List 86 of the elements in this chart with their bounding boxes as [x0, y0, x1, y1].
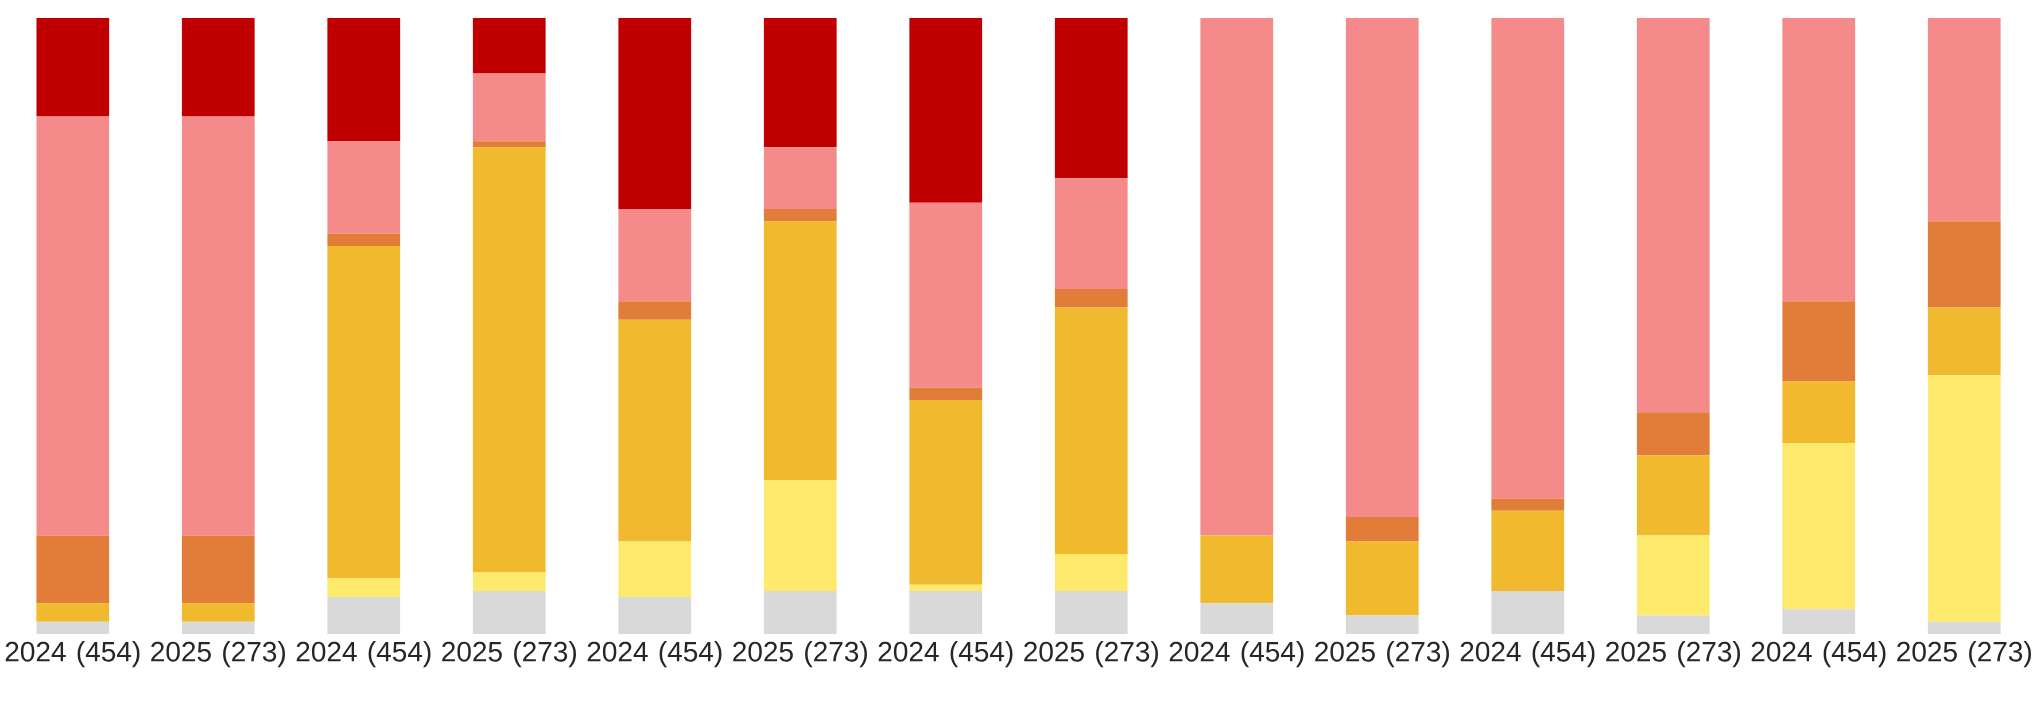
bar: [327, 578, 401, 598]
bar: [327, 18, 401, 142]
bar: [36, 535, 110, 604]
bar: [36, 18, 110, 117]
bar: [472, 572, 546, 591]
bar: [327, 245, 401, 579]
bar: [1345, 541, 1419, 616]
bar: [618, 319, 692, 542]
bar: [618, 541, 692, 598]
bar: [1636, 412, 1710, 456]
bar: [181, 535, 255, 604]
x-tick-label: 2024 (454): [878, 641, 1013, 668]
bar: [1054, 18, 1128, 179]
bar: [618, 301, 692, 320]
bar: [763, 480, 837, 591]
bar: [327, 597, 401, 634]
bar: [1636, 18, 1710, 413]
bar: [1636, 455, 1710, 536]
bar: [472, 141, 546, 148]
bar: [472, 73, 546, 142]
x-tick-label: 2025 (273): [442, 641, 576, 668]
bar: [618, 18, 692, 209]
bar: [1782, 301, 1856, 382]
bar: [909, 590, 983, 634]
bar: [1927, 307, 2001, 376]
bar: [1491, 498, 1565, 511]
bar: [618, 597, 692, 634]
x-tick-label: 2025 (273): [1897, 641, 2031, 668]
bar: [1782, 18, 1856, 302]
bar: [1782, 609, 1856, 634]
x-tick-label: 2025 (273): [151, 641, 285, 668]
bar: [1782, 443, 1856, 610]
x-tick-label: 2024 (454): [1751, 641, 1886, 668]
x-tick-label: 2025 (273): [1024, 641, 1158, 668]
bar: [1927, 621, 2001, 634]
bar: [763, 147, 837, 209]
bar: [1054, 307, 1128, 554]
bar: [1054, 289, 1128, 308]
bar: [909, 399, 983, 585]
x-tick-label: 2025 (273): [1315, 641, 1449, 668]
bar: [1345, 615, 1419, 634]
bar: [1054, 178, 1128, 290]
bar: [1927, 375, 2001, 622]
bar: [1491, 18, 1565, 499]
bar: [181, 116, 255, 536]
bar: [1200, 603, 1274, 634]
x-tick-label: 2024 (454): [587, 641, 722, 668]
bar: [1054, 553, 1128, 591]
bar: [1054, 590, 1128, 634]
x-tick-label: 2024 (454): [1460, 641, 1595, 668]
x-tick-label: 2025 (273): [1606, 641, 1740, 668]
bar: [763, 208, 837, 222]
bar: [36, 621, 110, 634]
bar: [1345, 18, 1419, 517]
bar: [472, 147, 546, 573]
x-tick-label: 2025 (273): [733, 641, 867, 668]
bar: [1200, 18, 1274, 536]
bar: [181, 621, 255, 634]
bar: [763, 221, 837, 480]
bar: [327, 233, 401, 246]
x-tick-label: 2024 (454): [5, 641, 140, 668]
bar: [1927, 18, 2001, 222]
x-tick-label: 2024 (454): [296, 641, 431, 668]
bar: [763, 18, 837, 148]
bar: [181, 18, 255, 117]
bar: [472, 18, 546, 74]
bar: [1491, 590, 1565, 634]
bar: [763, 590, 837, 634]
bar: [1491, 510, 1565, 591]
bar: [909, 18, 983, 203]
bar: [36, 116, 110, 536]
bar: [1782, 381, 1856, 444]
bar: [909, 202, 983, 388]
bar: [1927, 221, 2001, 308]
bar: [909, 387, 983, 400]
bar: [909, 584, 983, 591]
bar: [472, 590, 546, 634]
bar: [1200, 535, 1274, 604]
bar: [1636, 535, 1710, 616]
bar: [327, 141, 401, 234]
bar: [618, 208, 692, 302]
bar: [36, 603, 110, 622]
x-tick-label: 2024 (454): [1169, 641, 1304, 668]
bar: [181, 603, 255, 622]
bar: [1345, 516, 1419, 542]
bar: [1636, 615, 1710, 634]
